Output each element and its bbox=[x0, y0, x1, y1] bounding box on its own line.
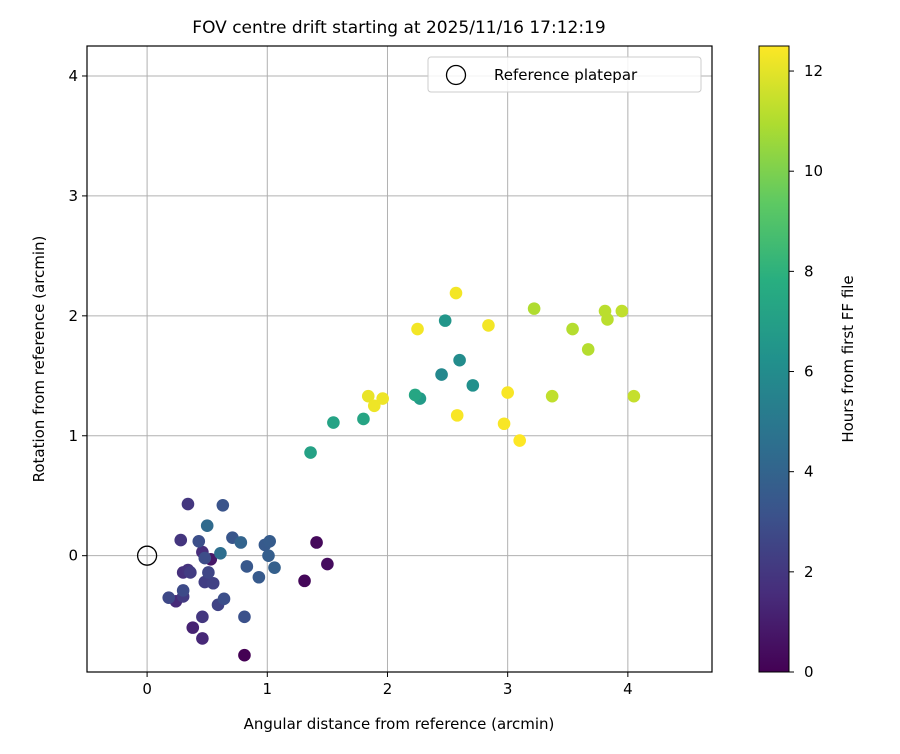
data-point bbox=[217, 592, 231, 606]
data-point bbox=[527, 302, 541, 315]
data-point bbox=[252, 570, 266, 584]
data-point bbox=[327, 416, 340, 429]
colorbar: 0 2 4 6 8 10 12 Hours from first FF file bbox=[758, 45, 857, 681]
legend-box bbox=[427, 56, 702, 93]
plot-frame bbox=[86, 45, 713, 673]
x-axis-ticks: 0 1 2 3 4 bbox=[142, 672, 633, 698]
data-point bbox=[162, 591, 176, 604]
legend: Reference platepar bbox=[427, 56, 702, 93]
data-point bbox=[466, 379, 480, 392]
colorbar-tick-label: 0 bbox=[804, 663, 814, 681]
data-point bbox=[450, 409, 464, 422]
colorbar-gradient bbox=[758, 45, 790, 673]
data-point bbox=[202, 566, 215, 579]
data-point bbox=[214, 546, 227, 560]
y-tick-label: 2 bbox=[68, 307, 78, 325]
data-point bbox=[513, 434, 526, 447]
data-point bbox=[615, 304, 629, 318]
legend-marker-icon bbox=[445, 64, 467, 86]
data-point bbox=[200, 519, 214, 532]
data-point bbox=[497, 417, 511, 431]
x-tick-label: 1 bbox=[263, 680, 273, 698]
data-point bbox=[482, 319, 495, 332]
y-tick-label: 3 bbox=[68, 187, 78, 205]
data-point bbox=[176, 584, 190, 597]
data-point bbox=[216, 499, 230, 512]
colorbar-tick-label: 4 bbox=[804, 463, 814, 481]
colorbar-tick-label: 6 bbox=[804, 363, 814, 381]
data-point bbox=[234, 536, 248, 549]
data-point bbox=[361, 389, 375, 403]
x-tick-label: 2 bbox=[383, 680, 393, 698]
data-point bbox=[198, 551, 212, 565]
data-point bbox=[545, 389, 559, 403]
data-point bbox=[310, 536, 323, 549]
data-point bbox=[268, 561, 281, 574]
data-point bbox=[367, 399, 381, 413]
data-point bbox=[581, 343, 595, 356]
y-tick-label: 0 bbox=[68, 547, 78, 565]
data-point bbox=[411, 322, 424, 336]
data-point bbox=[566, 322, 579, 336]
y-tick-label: 4 bbox=[68, 67, 78, 85]
colorbar-tick-label: 12 bbox=[804, 62, 823, 80]
data-point bbox=[357, 412, 370, 426]
data-point bbox=[184, 566, 197, 579]
chart-title: FOV centre drift starting at 2025/11/16 … bbox=[192, 18, 605, 38]
colorbar-tick-label: 10 bbox=[804, 162, 823, 180]
data-point bbox=[298, 574, 311, 588]
data-point bbox=[435, 368, 448, 381]
y-axis-ticks: 0 1 2 3 4 bbox=[68, 67, 87, 565]
data-point bbox=[196, 610, 209, 624]
data-point bbox=[449, 286, 463, 300]
data-point bbox=[240, 560, 254, 573]
data-point bbox=[186, 621, 200, 634]
data-point bbox=[321, 557, 334, 571]
reference-platepar-marker bbox=[136, 545, 158, 566]
data-point bbox=[601, 313, 614, 326]
data-point bbox=[627, 389, 641, 403]
data-point bbox=[453, 353, 466, 367]
data-point bbox=[263, 534, 276, 548]
data-point bbox=[408, 388, 422, 402]
data-point bbox=[501, 386, 514, 399]
data-point bbox=[376, 392, 389, 405]
data-point bbox=[304, 446, 317, 459]
data-point bbox=[238, 648, 251, 662]
y-axis-label: Rotation from reference (arcmin) bbox=[30, 236, 48, 483]
colorbar-tick-label: 8 bbox=[804, 262, 814, 280]
x-tick-label: 3 bbox=[503, 680, 513, 698]
data-point bbox=[196, 632, 209, 645]
y-tick-label: 1 bbox=[68, 427, 78, 445]
data-point bbox=[438, 314, 452, 327]
x-tick-label: 4 bbox=[623, 680, 633, 698]
colorbar-label: Hours from first FF file bbox=[839, 275, 857, 442]
data-points bbox=[136, 286, 641, 662]
colorbar-tick-label: 2 bbox=[804, 563, 814, 581]
legend-label: Reference platepar bbox=[494, 66, 638, 84]
data-point bbox=[181, 497, 195, 511]
data-point bbox=[174, 533, 188, 547]
data-point bbox=[192, 534, 206, 548]
data-point bbox=[238, 610, 251, 624]
x-tick-label: 0 bbox=[142, 680, 152, 698]
x-axis-label: Angular distance from reference (arcmin) bbox=[244, 715, 555, 733]
data-point bbox=[262, 549, 275, 562]
colorbar-ticks: 0 2 4 6 8 10 12 bbox=[789, 62, 823, 681]
data-point bbox=[206, 576, 220, 590]
